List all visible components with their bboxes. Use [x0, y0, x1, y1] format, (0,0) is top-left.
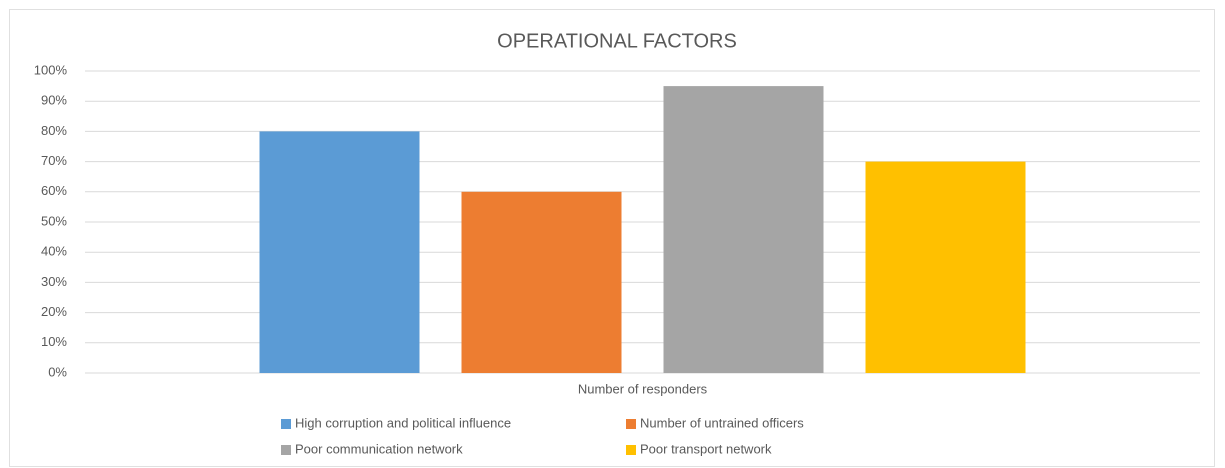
legend-swatch	[626, 419, 636, 429]
y-tick-label: 100%	[34, 62, 68, 77]
legend-label: High corruption and political influence	[295, 415, 511, 430]
y-tick-label: 30%	[41, 274, 67, 289]
y-tick-label: 40%	[41, 244, 67, 259]
y-tick-label: 80%	[41, 123, 67, 138]
bar	[865, 161, 1026, 373]
y-tick-label: 90%	[41, 93, 67, 108]
bar	[259, 131, 420, 373]
chart-title: OPERATIONAL FACTORS	[497, 30, 737, 52]
legend-label: Poor transport network	[640, 441, 772, 456]
bar	[461, 191, 622, 373]
y-tick-label: 50%	[41, 213, 67, 228]
y-tick-label: 20%	[41, 304, 67, 319]
legend-swatch	[626, 445, 636, 455]
legend-swatch	[281, 445, 291, 455]
y-tick-label: 10%	[41, 334, 67, 349]
legend-label: Poor communication network	[295, 441, 463, 456]
y-tick-label: 0%	[48, 364, 67, 379]
y-tick-label: 60%	[41, 183, 67, 198]
y-tick-label: 70%	[41, 153, 67, 168]
x-tick-label: Number of responders	[578, 381, 708, 396]
legend-label: Number of untrained officers	[640, 415, 804, 430]
bar	[663, 86, 824, 373]
legend-swatch	[281, 419, 291, 429]
